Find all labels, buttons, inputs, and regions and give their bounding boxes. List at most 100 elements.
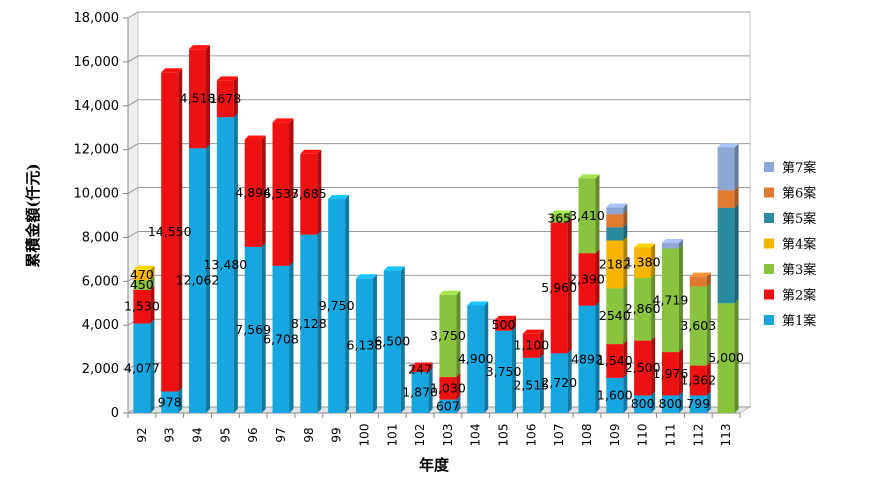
legend-label: 第3案 xyxy=(782,263,816,278)
bar-side xyxy=(678,244,683,353)
bar-segment xyxy=(328,195,350,413)
bar-front xyxy=(216,117,234,413)
bar-front xyxy=(495,330,513,413)
bar-side xyxy=(539,329,544,358)
bar-front xyxy=(661,352,679,396)
x-tick-label: 112 xyxy=(691,424,705,447)
data-label: 13,480 xyxy=(203,257,247,272)
bar-front xyxy=(717,190,735,208)
bar-segment xyxy=(661,239,683,249)
bar-front xyxy=(578,178,596,254)
y-tick-label: 14,000 xyxy=(74,99,120,114)
gridline xyxy=(127,11,750,19)
x-tick-label: 98 xyxy=(302,427,316,442)
bar-segment xyxy=(550,210,572,223)
bar-side xyxy=(623,284,628,345)
bar-side xyxy=(400,266,405,413)
data-label: 450 xyxy=(130,277,154,292)
bar-side xyxy=(512,326,517,413)
data-label: 4892 xyxy=(571,351,603,366)
bar-front xyxy=(133,289,151,324)
bar-front xyxy=(439,399,457,413)
bar-top xyxy=(411,362,433,367)
data-label: 978 xyxy=(158,394,182,409)
bar-front xyxy=(161,72,179,392)
bar-top xyxy=(634,243,656,248)
bar-side xyxy=(150,319,155,413)
bar-side xyxy=(567,218,572,354)
bar-side xyxy=(289,118,294,266)
x-tick-label: 106 xyxy=(524,424,538,447)
legend-label: 第2案 xyxy=(782,289,816,304)
bar-front xyxy=(606,377,624,413)
bar-side xyxy=(372,274,377,413)
bar-side xyxy=(623,223,628,241)
bar-top xyxy=(606,203,628,208)
legend-item: 第6案 xyxy=(764,187,816,202)
bar-front xyxy=(272,265,290,413)
bar-top xyxy=(550,210,572,215)
legend-swatch xyxy=(764,289,774,300)
bar-side xyxy=(567,349,572,413)
bar-side xyxy=(706,361,711,396)
bar-side xyxy=(178,387,183,413)
bar-side xyxy=(512,315,517,331)
y-tick-label: 4,000 xyxy=(82,318,119,333)
bar-front xyxy=(550,214,568,223)
legend-item: 第7案 xyxy=(764,161,816,176)
bar-side xyxy=(595,249,600,306)
bar-top xyxy=(244,135,266,140)
x-tick-label: 107 xyxy=(552,424,566,447)
x-axis-title: 年度 xyxy=(419,456,450,474)
data-label: 3,750 xyxy=(486,364,522,379)
y-tick-label: 8,000 xyxy=(82,230,119,245)
y-tick-label: 18,000 xyxy=(74,11,120,26)
data-label: 6,537 xyxy=(263,186,299,201)
bar-front xyxy=(606,214,624,228)
bar-front xyxy=(606,288,624,345)
bar-front xyxy=(133,323,151,413)
bar-front xyxy=(133,280,151,290)
bar-side xyxy=(456,395,461,413)
bar-side xyxy=(289,261,294,413)
bar-side xyxy=(178,68,183,392)
bar-segment xyxy=(216,76,238,118)
bar-front xyxy=(300,234,318,413)
gridline xyxy=(127,143,750,151)
bar-side xyxy=(706,272,711,287)
bar-front xyxy=(634,395,652,413)
data-label: 6,138 xyxy=(347,338,383,353)
bar-side xyxy=(651,336,656,396)
bar-front xyxy=(717,207,735,304)
bar-segment xyxy=(522,329,544,358)
bar-side xyxy=(623,210,628,228)
bar-segment xyxy=(383,266,405,413)
bar-front xyxy=(522,333,540,358)
bar-segment xyxy=(300,149,322,235)
data-label: 3,685 xyxy=(291,186,327,201)
bar-top xyxy=(328,195,350,200)
bar-front xyxy=(578,253,596,306)
bar-side xyxy=(678,239,683,249)
x-tick-label: 99 xyxy=(330,427,344,442)
data-label: 607 xyxy=(436,398,460,413)
bar-top xyxy=(133,265,155,270)
data-label: 800 xyxy=(659,396,683,411)
bar-front xyxy=(578,305,596,413)
bar-front xyxy=(189,148,207,414)
bar-front xyxy=(634,340,652,396)
x-tick-label: 104 xyxy=(469,424,483,447)
bar-segment xyxy=(578,174,600,254)
legend-item: 第2案 xyxy=(764,289,816,304)
bar-front xyxy=(161,391,179,413)
legend-label: 第1案 xyxy=(782,314,816,329)
legend-item: 第5案 xyxy=(764,212,816,227)
legend-label: 第4案 xyxy=(782,238,816,253)
x-tick-label: 97 xyxy=(274,427,288,442)
legend-item: 第3案 xyxy=(764,263,816,278)
bar-front xyxy=(411,371,429,413)
bar-front xyxy=(661,395,679,413)
bar-front xyxy=(467,305,485,413)
x-tick-label: 96 xyxy=(246,427,260,442)
